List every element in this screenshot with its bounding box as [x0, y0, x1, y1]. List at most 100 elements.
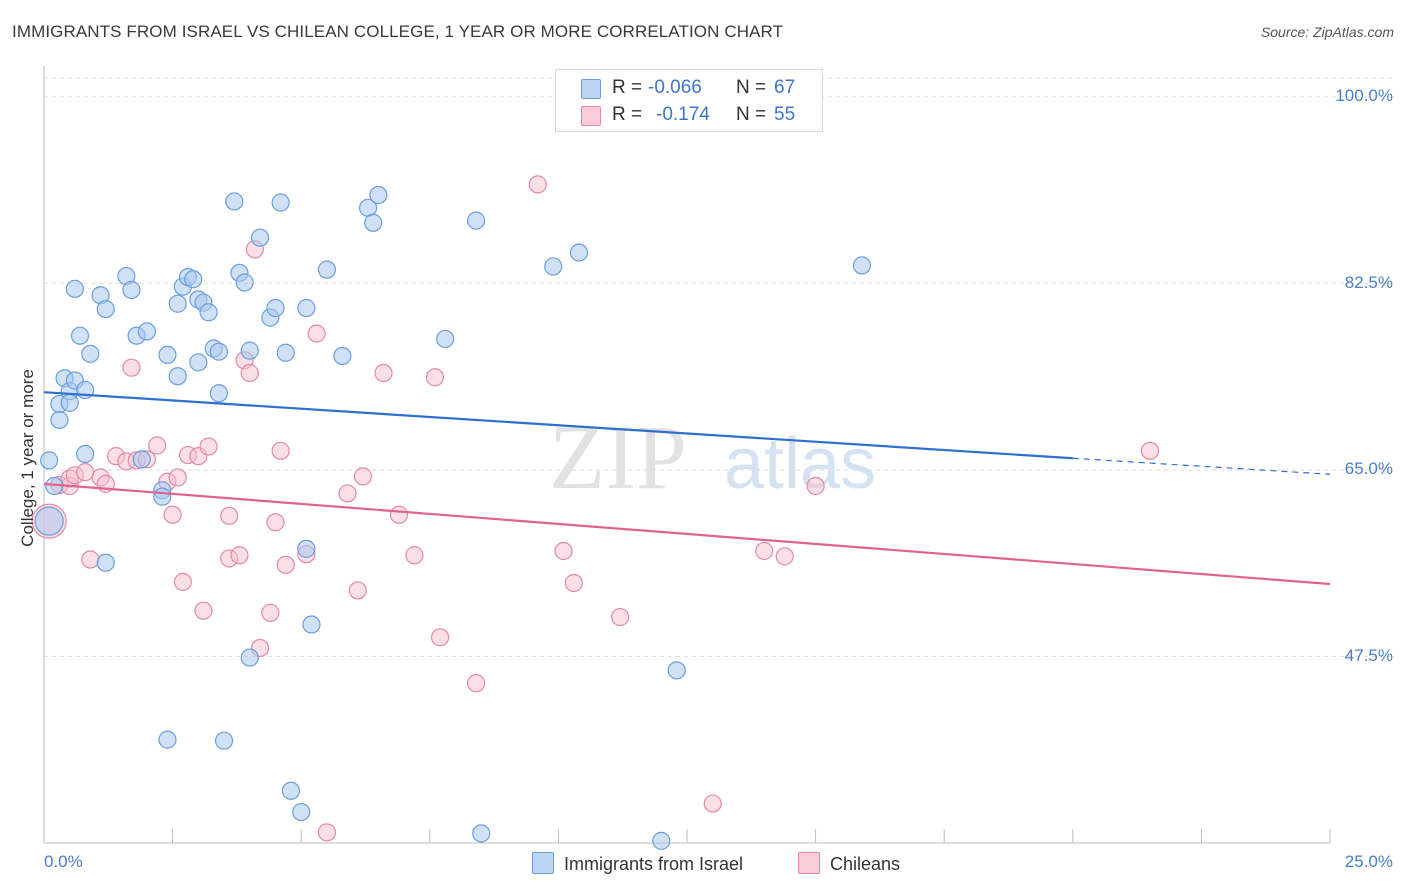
r-value-chileans: -0.174 — [656, 104, 710, 125]
chileans-point — [271, 441, 290, 460]
legend-item-israel[interactable]: Immigrants from Israel — [532, 852, 743, 875]
chileans-point — [806, 476, 825, 496]
chileans-point — [148, 436, 167, 455]
chileans-point — [430, 628, 450, 647]
israel-point — [96, 299, 115, 319]
chileans-point — [611, 607, 630, 627]
israel-point — [137, 322, 156, 341]
israel-point — [158, 345, 177, 365]
chileans-point — [425, 368, 445, 387]
legend-label-israel: Immigrants from Israel — [564, 854, 744, 874]
r-label: R = — [612, 104, 643, 125]
israel-point — [50, 410, 69, 430]
x-tick-label-max: 25.0% — [1344, 852, 1393, 871]
y-tick-label: 100.0% — [1335, 86, 1393, 105]
chileans-point — [466, 674, 486, 693]
israel-point — [70, 326, 90, 345]
y-tick-label: 82.5% — [1344, 272, 1393, 292]
israel-point — [240, 648, 259, 667]
trend-lines — [43, 391, 1331, 586]
israel-point — [317, 260, 337, 279]
r-value-israel: -0.066 — [648, 77, 702, 98]
israel-point — [292, 802, 311, 822]
israel-point — [168, 294, 187, 313]
watermark-atlas: atlas — [724, 424, 876, 504]
n-value-chileans: 55 — [774, 104, 796, 125]
israel-point — [302, 615, 321, 634]
source-credit: Source: ZipAtlas.com — [1260, 24, 1394, 40]
legend-label-chileans: Chileans — [830, 854, 901, 874]
chileans-point — [240, 363, 259, 383]
israel-point — [466, 211, 486, 230]
israel-trend-extension — [1072, 457, 1331, 475]
israel-point — [40, 451, 59, 470]
n-label: N = — [736, 104, 767, 125]
israel-point — [369, 185, 388, 205]
chileans-point — [1140, 441, 1160, 460]
chileans-point — [122, 358, 141, 377]
israel-point — [132, 450, 151, 469]
israel-point — [122, 280, 141, 299]
israel-point — [240, 341, 259, 360]
chileans-point — [199, 437, 218, 456]
chileans-point — [374, 363, 393, 383]
chileans-point — [194, 601, 213, 620]
chileans-point — [168, 468, 187, 487]
israel-point — [667, 661, 686, 680]
israel-point — [276, 343, 295, 362]
chileans-point — [266, 513, 285, 532]
israel-point — [209, 384, 228, 403]
chileans-legend-swatch — [798, 852, 820, 874]
israel-point — [364, 213, 383, 232]
chileans-point — [389, 505, 409, 524]
israel-point — [209, 342, 228, 361]
israel-point — [96, 553, 115, 572]
israel-point — [76, 444, 95, 464]
israel-swatch — [581, 79, 601, 99]
chileans-point — [564, 573, 583, 593]
chileans-point — [220, 506, 239, 525]
israel-point — [569, 243, 589, 262]
chileans-point — [775, 547, 794, 566]
chileans-point — [81, 550, 100, 569]
israel-point — [297, 298, 316, 318]
israel-point — [436, 329, 455, 349]
chileans-point — [307, 324, 326, 343]
israel-points — [34, 185, 871, 850]
chileans-point — [276, 555, 295, 574]
israel-point — [472, 824, 491, 843]
israel-point — [271, 193, 290, 212]
chileans-point — [261, 603, 280, 622]
chileans-point — [703, 794, 722, 813]
n-label: N = — [736, 77, 767, 98]
israel-point — [168, 367, 187, 386]
chileans-point — [317, 823, 337, 842]
israel-point — [199, 303, 218, 322]
israel-point — [81, 344, 100, 363]
israel-point — [60, 393, 79, 412]
y-tick-label: 65.0% — [1344, 459, 1393, 478]
n-value-israel: 67 — [774, 77, 796, 98]
chileans-point — [348, 581, 367, 600]
chileans-point — [163, 505, 182, 524]
stats-legend-box: R = -0.066 N = 67 R = -0.174 N = 55 — [555, 69, 823, 132]
israel-point — [333, 346, 352, 366]
israel-point — [65, 279, 84, 298]
israel-point — [652, 831, 671, 850]
chileans-point — [338, 484, 357, 503]
israel-point — [153, 487, 172, 506]
israel-point — [34, 506, 64, 536]
israel-legend-swatch — [532, 852, 554, 874]
chileans-trend-line — [43, 482, 1331, 586]
r-label: R = — [612, 77, 643, 98]
chileans-point — [230, 546, 249, 565]
israel-point — [250, 228, 270, 247]
chart-title: IMMIGRANTS FROM ISRAEL VS CHILEAN COLLEG… — [12, 22, 784, 41]
chileans-point — [528, 175, 547, 194]
israel-point — [266, 298, 285, 318]
israel-point — [852, 256, 871, 275]
x-tick-label-min: 0.0% — [44, 852, 83, 871]
legend-item-chileans[interactable]: Chileans — [798, 852, 900, 875]
israel-point — [225, 192, 244, 211]
